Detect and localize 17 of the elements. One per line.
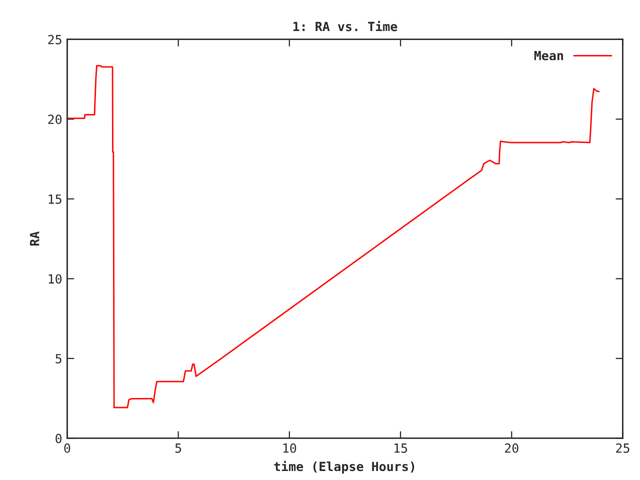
x-tick-label: 20 <box>505 443 518 453</box>
y-axis-title: RA <box>30 231 40 246</box>
y-tick-label: 20 <box>48 114 62 124</box>
x-tick-label: 5 <box>175 444 182 453</box>
x-tick-label: 25 <box>616 443 630 453</box>
y-tick-label: 15 <box>48 194 62 204</box>
y-tick-label: 5 <box>56 354 62 364</box>
legend-label: Mean <box>534 50 563 60</box>
x-tick-label: 10 <box>283 443 296 453</box>
x-tick-label: 0 <box>64 443 70 453</box>
x-tick-label: 15 <box>394 444 408 453</box>
y-tick-label: 10 <box>48 274 62 284</box>
chart-title: 1: RA vs. Time <box>293 20 398 32</box>
x-axis-title: time (Elapse Hours) <box>274 460 414 474</box>
line-series <box>67 64 600 408</box>
y-tick-label: 0 <box>56 434 62 444</box>
y-tick-label: 25 <box>48 34 62 44</box>
